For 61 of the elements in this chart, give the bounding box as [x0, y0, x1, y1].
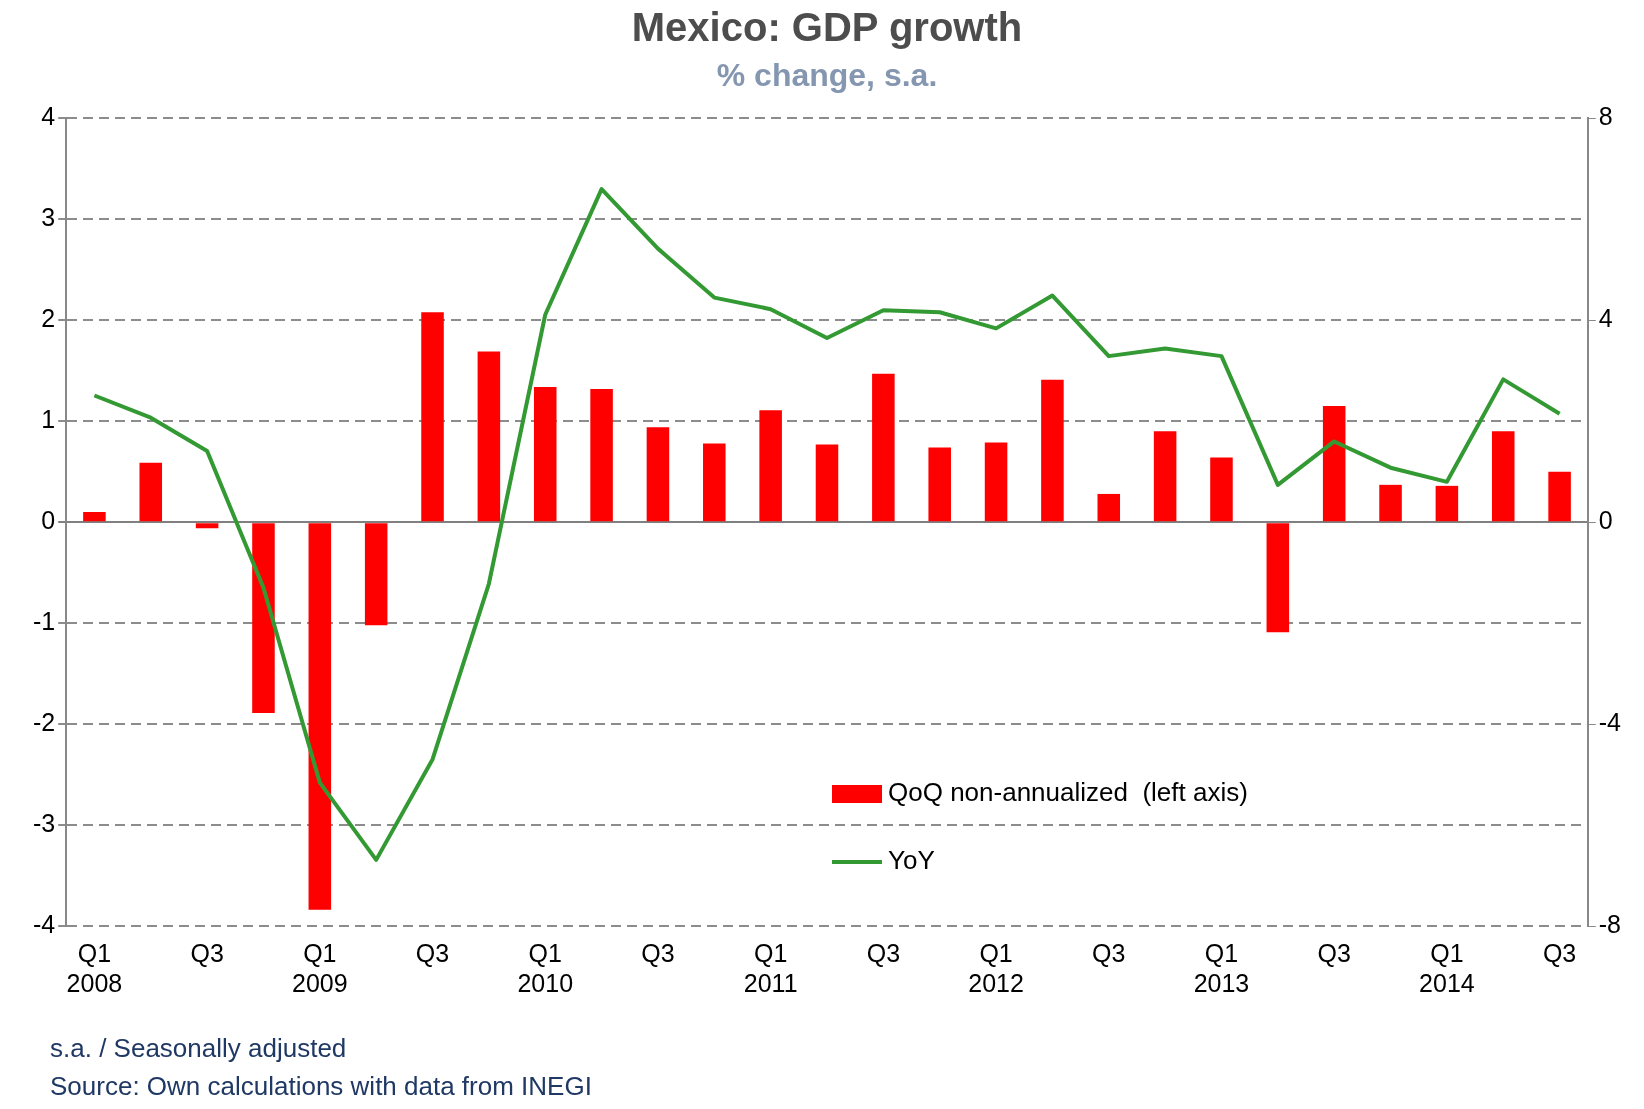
bar — [1491, 431, 1515, 522]
source-note: Source: Own calculations with data from INEGI — [50, 1071, 592, 1101]
x-tick-label: Q3 — [190, 938, 224, 967]
x-tick-label: Q3 — [866, 938, 901, 967]
bar — [1210, 457, 1233, 522]
bar — [1548, 471, 1571, 522]
bar — [984, 442, 1008, 522]
bar — [590, 388, 613, 522]
x-tick-label: Q1 2011 — [743, 938, 798, 997]
y-tick-label: 1 — [41, 405, 56, 434]
bar — [364, 523, 388, 626]
chart-title: Mexico: GDP growth — [631, 5, 1023, 50]
x-tick-label: Q1 2013 — [1193, 938, 1250, 997]
y-tick-label: -1 — [32, 607, 56, 636]
y2-tick-label: -8 — [1598, 909, 1622, 938]
y-tick-label: 0 — [41, 506, 56, 535]
bar — [139, 462, 163, 522]
legend-label: YoY — [888, 845, 935, 876]
x-tick-label: Q3 — [1092, 938, 1126, 967]
legend-label: QoQ non-annualized (left axis) — [888, 777, 1248, 808]
y-tick-label: 4 — [41, 102, 56, 131]
bar — [1322, 406, 1346, 522]
bar — [83, 512, 106, 522]
x-tick-label: Q3 — [1317, 938, 1351, 967]
bar — [195, 523, 219, 529]
y-tick-label: -4 — [32, 909, 56, 938]
y2-tick-label: 8 — [1598, 102, 1613, 131]
bar — [1097, 493, 1121, 522]
bar — [477, 351, 501, 522]
bar — [872, 373, 895, 522]
y2-tick-label: 0 — [1598, 506, 1613, 535]
bar — [533, 386, 557, 522]
bar — [308, 523, 332, 910]
bar — [928, 447, 951, 522]
y-tick-label: 3 — [41, 203, 56, 232]
chart-subtitle: % change, s.a. — [716, 57, 938, 94]
bar — [1153, 431, 1177, 522]
bar — [1041, 379, 1064, 522]
bar — [1435, 485, 1459, 522]
y-tick-label: -3 — [32, 808, 56, 837]
y2-tick-label: 4 — [1598, 304, 1613, 333]
y-tick-label: 2 — [41, 304, 56, 333]
bar — [1266, 523, 1290, 633]
x-tick-label: Q3 — [415, 938, 450, 967]
x-tick-label: Q1 2008 — [66, 938, 123, 997]
bar — [421, 312, 444, 522]
bar — [252, 523, 275, 713]
bar — [759, 410, 782, 522]
bar — [815, 444, 839, 522]
x-tick-label: Q1 2012 — [968, 938, 1024, 997]
bar — [1379, 484, 1402, 522]
y2-tick-label: -4 — [1598, 707, 1622, 736]
bar — [646, 427, 670, 522]
x-tick-label: Q3 — [641, 938, 675, 967]
x-tick-label: Q1 2009 — [292, 938, 348, 997]
x-tick-label: Q1 2010 — [517, 938, 574, 997]
bar — [703, 443, 726, 522]
x-tick-label: Q1 2014 — [1419, 938, 1475, 997]
text: s.a. / Seasonally adjusted — [50, 1033, 347, 1063]
x-tick-label: Q3 — [1542, 938, 1577, 967]
y-tick-label: -2 — [32, 707, 56, 736]
